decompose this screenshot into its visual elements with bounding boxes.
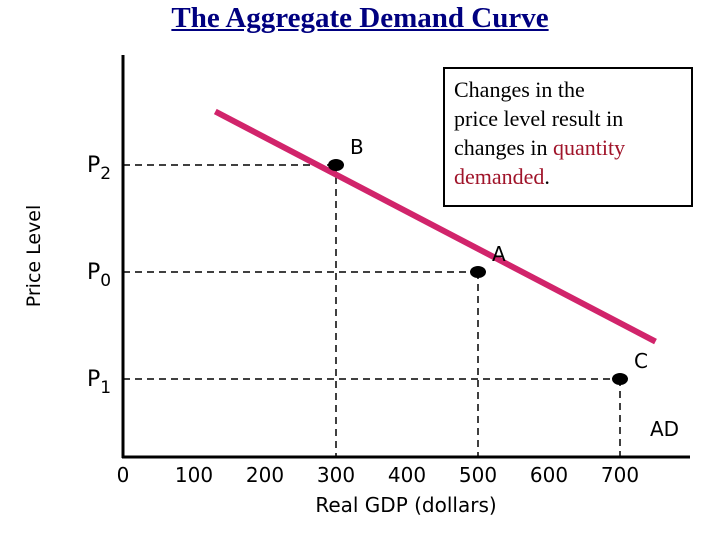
series-layer [213,108,657,345]
dashed-guides [123,164,621,457]
x-tick-label: 100 [175,463,213,487]
x-tick-label: 300 [317,463,355,487]
x-axis-label: Real GDP (dollars) [315,493,496,517]
point-label-c: C [634,349,648,373]
callout-highlight-demanded: demanded [454,164,545,189]
y-axis-label: Price Level [23,205,45,308]
callout-box: Changes in the price level result in cha… [443,67,693,207]
x-tick-labels: 0 100 200 300 400 500 600 700 [117,463,639,487]
series-label-ad: AD [650,417,679,441]
slide-title: The Aggregate Demand Curve [171,2,549,34]
point-label-a: A [492,242,506,266]
points-layer: B A C [328,135,648,385]
x-tick-label: 500 [459,463,497,487]
callout-line-2: price level result in [454,106,624,131]
y-tick-labels: P2 P0 P1 [87,153,111,398]
x-tick-label: 600 [530,463,568,487]
callout-line-1: Changes in the [454,77,585,102]
x-tick-label: 200 [246,463,284,487]
point-label-b: B [350,135,364,159]
callout-line-3: changes in [454,135,553,160]
x-tick-label: 400 [388,463,426,487]
y-tick-label-p0: P0 [87,260,111,291]
x-tick-label: 700 [601,463,639,487]
callout-end: . [544,164,550,189]
x-tick-label: 0 [117,463,130,487]
y-tick-label-p2: P2 [87,153,111,184]
data-point-b [328,159,344,171]
callout-highlight-quantity: quantity [552,135,626,160]
data-point-c [612,373,628,385]
series-line-ad [213,108,657,345]
data-point-a [470,266,486,278]
y-tick-label-p1: P1 [87,367,111,398]
